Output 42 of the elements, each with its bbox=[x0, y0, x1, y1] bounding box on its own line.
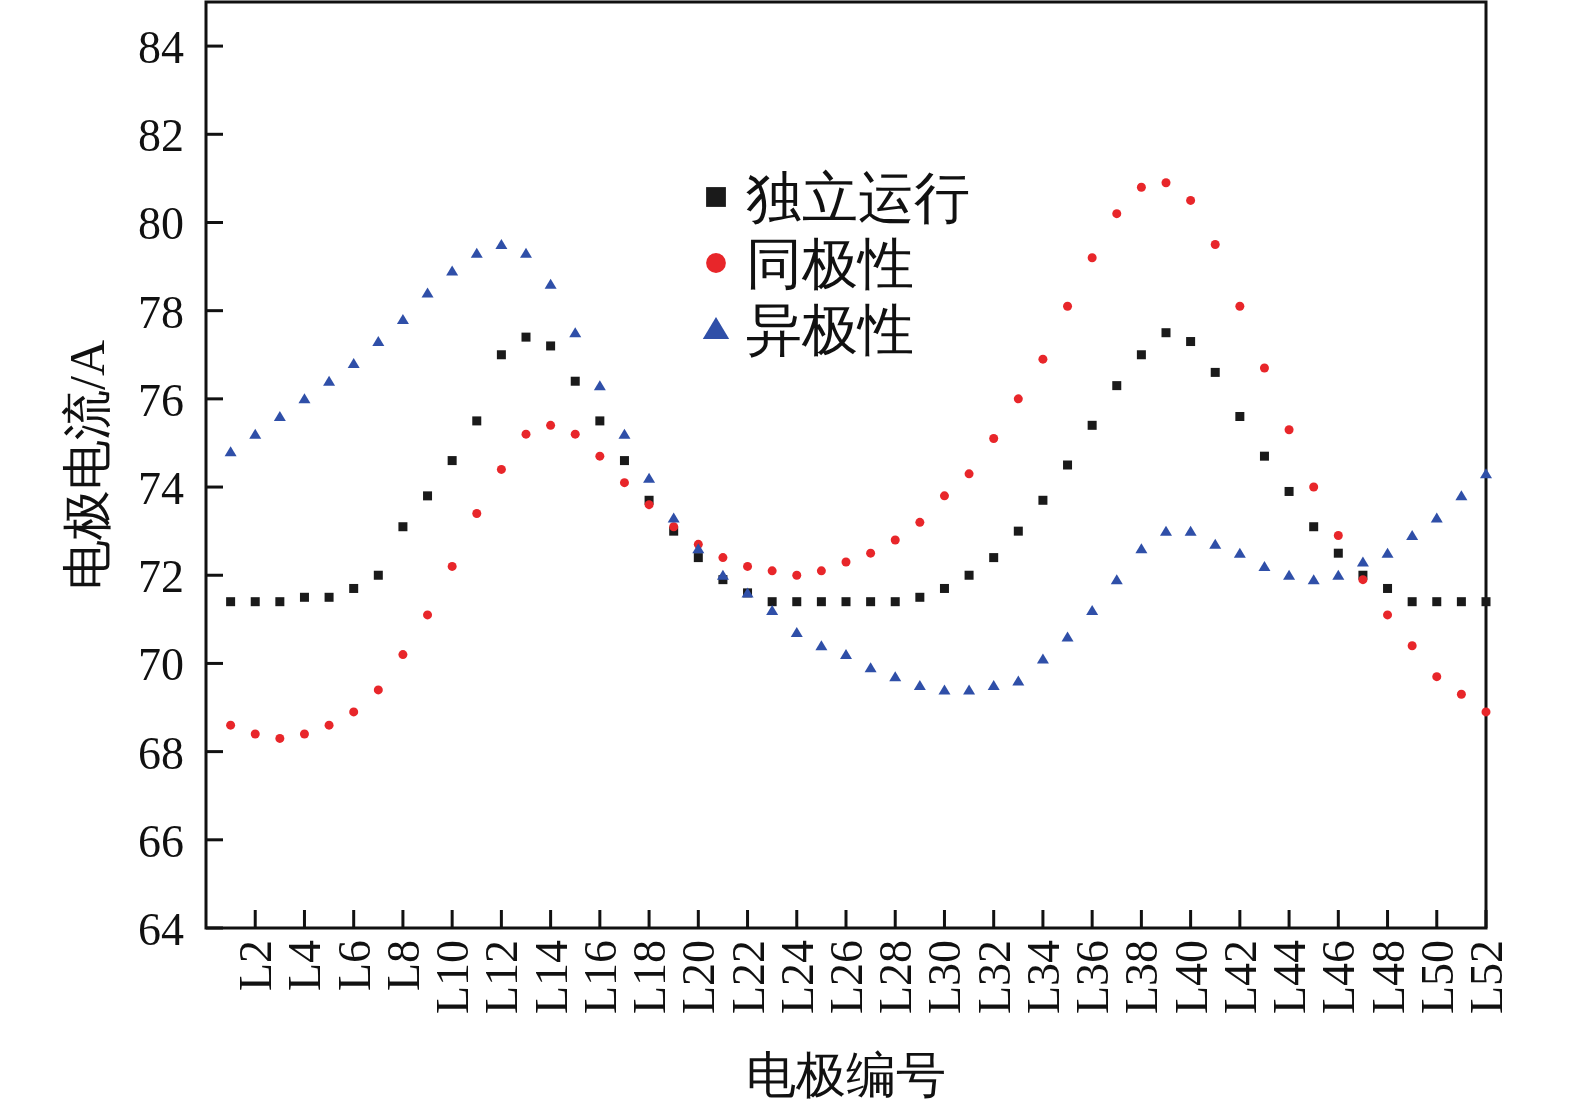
y-tick-label: 66 bbox=[138, 815, 184, 867]
x-tick-label: L36 bbox=[1067, 940, 1119, 1015]
x-tick-label: L34 bbox=[1017, 940, 1069, 1015]
legend-label: 同极性 bbox=[746, 233, 914, 295]
y-tick-label: 64 bbox=[138, 904, 184, 955]
y-axis-title: 电极电流/A bbox=[59, 340, 115, 590]
x-tick-label: L8 bbox=[377, 940, 429, 992]
y-tick-label: 84 bbox=[138, 22, 184, 74]
x-tick-label: L22 bbox=[722, 940, 774, 1015]
x-tick-label: L16 bbox=[574, 940, 626, 1015]
y-tick-label: 74 bbox=[138, 463, 184, 515]
x-tick-label: L28 bbox=[870, 940, 922, 1015]
x-tick-label: L14 bbox=[525, 940, 577, 1015]
y-tick-label: 76 bbox=[138, 374, 184, 426]
x-tick-label: L6 bbox=[328, 940, 380, 992]
x-tick-label: L40 bbox=[1165, 940, 1217, 1015]
y-tick-label: 72 bbox=[138, 551, 184, 603]
x-tick-label: L4 bbox=[279, 940, 331, 992]
x-tick-label: L50 bbox=[1411, 940, 1463, 1015]
y-tick-label: 70 bbox=[138, 639, 184, 691]
x-tick-label: L44 bbox=[1264, 940, 1316, 1015]
x-tick-label: L10 bbox=[427, 940, 479, 1015]
x-tick-label: L30 bbox=[919, 940, 971, 1015]
x-tick-label: L12 bbox=[476, 940, 528, 1015]
y-tick-label: 80 bbox=[138, 198, 184, 250]
x-tick-label: L48 bbox=[1362, 940, 1414, 1015]
x-tick-label: L52 bbox=[1461, 940, 1512, 1015]
x-tick-label: L46 bbox=[1313, 940, 1365, 1015]
legend-label: 独立运行 bbox=[746, 167, 970, 229]
x-tick-label: L24 bbox=[771, 940, 823, 1015]
x-tick-label: L26 bbox=[821, 940, 872, 1015]
x-tick-label: L32 bbox=[968, 940, 1020, 1015]
x-tick-label: L20 bbox=[673, 940, 725, 1015]
y-tick-label: 78 bbox=[138, 286, 184, 338]
x-tick-label: L2 bbox=[230, 940, 282, 992]
x-axis-title: 电极编号 bbox=[746, 1047, 946, 1103]
x-tick-label: L42 bbox=[1214, 940, 1266, 1015]
legend-label: 异极性 bbox=[746, 299, 914, 361]
y-tick-label: 82 bbox=[138, 110, 184, 162]
x-tick-label: L38 bbox=[1116, 940, 1168, 1015]
y-tick-label: 68 bbox=[138, 727, 184, 779]
x-tick-label: L18 bbox=[624, 940, 676, 1015]
